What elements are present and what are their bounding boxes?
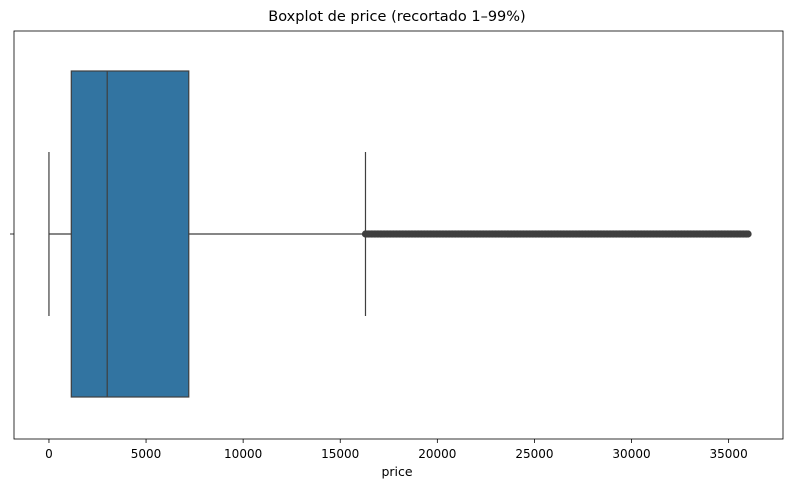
x-tick-label: 5000 [131,447,162,461]
plot-frame [13,30,784,440]
x-tick-label: 15000 [321,447,359,461]
x-tick-label: 25000 [515,447,553,461]
x-axis: 0 5000 10000 15000 20000 25000 30000 35000 [45,439,748,461]
x-tick-label: 35000 [710,447,748,461]
outlier-points [361,230,752,238]
x-tick-label: 20000 [418,447,456,461]
x-tick-label: 0 [45,447,53,461]
plot-area [48,70,752,398]
chart-title: Boxplot de price (recortado 1–99%) [268,9,525,25]
x-tick-label: 30000 [612,447,650,461]
x-tick-label: 10000 [224,447,262,461]
outlier-point [744,230,752,238]
iqr-box [70,70,190,398]
x-axis-label: price [381,464,412,479]
